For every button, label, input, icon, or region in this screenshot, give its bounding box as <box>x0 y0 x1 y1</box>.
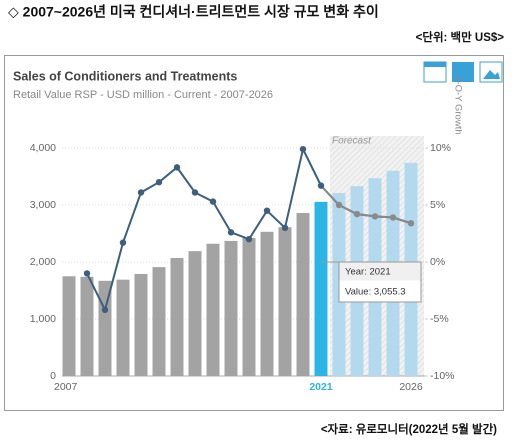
growth-point <box>137 189 145 196</box>
tooltip-value: Value: 3,055.3 <box>345 287 406 298</box>
growth-point <box>299 145 307 153</box>
growth-point <box>281 224 289 231</box>
growth-point <box>353 210 361 218</box>
bar <box>206 243 220 376</box>
table-icon-head <box>424 62 446 67</box>
image-icon-shape <box>483 70 500 79</box>
growth-point <box>227 229 235 236</box>
y2-axis-label: Y-O-Y Growth <box>452 76 463 135</box>
y-tick-label: 1,000 <box>30 313 56 325</box>
y-tick-label: 4,000 <box>30 142 56 154</box>
chart-title: Sales of Conditioners and Treatments <box>13 69 237 83</box>
growth-point <box>245 236 253 243</box>
bar <box>242 238 256 376</box>
x-tick-label: 2021 <box>309 381 333 393</box>
bar <box>260 231 274 376</box>
bar <box>116 279 130 376</box>
y-tick-label: 0 <box>50 370 56 382</box>
unit-label: <단위: 백만 US$> <box>416 30 505 44</box>
x-tick-label: 2026 <box>399 381 423 393</box>
growth-point <box>155 179 163 186</box>
growth-point <box>119 239 127 246</box>
bar <box>188 251 202 376</box>
bar <box>278 227 292 376</box>
y2-tick-label: 5% <box>430 199 445 211</box>
growth-point <box>209 198 217 205</box>
bar <box>134 273 148 376</box>
bar <box>80 276 94 376</box>
growth-point <box>389 214 397 221</box>
growth-point <box>101 306 109 314</box>
bar <box>170 258 184 376</box>
growth-point <box>173 164 181 171</box>
x-tick-label: 2007 <box>54 381 78 393</box>
source-note: <자료: 유로모니터(2022년 5월 발간) <box>321 422 497 436</box>
tooltip-year: Year: 2021 <box>345 267 391 278</box>
y2-tick-label: -10% <box>430 370 455 382</box>
growth-forecast-segment <box>338 204 358 216</box>
growth-point <box>317 182 325 189</box>
growth-point <box>407 220 415 227</box>
growth-point <box>263 207 271 214</box>
growth-point <box>191 189 199 196</box>
y-tick-label: 3,000 <box>30 199 56 211</box>
bar <box>224 240 238 376</box>
grid-icon[interactable] <box>452 62 474 82</box>
growth-point <box>83 270 91 277</box>
toolbar-icons[interactable] <box>423 61 503 83</box>
y2-tick-label: -5% <box>430 313 449 325</box>
bar <box>314 201 328 376</box>
bar <box>152 267 166 376</box>
forecast-label: Forecast <box>332 136 372 147</box>
y2-tick-label: 10% <box>430 142 451 154</box>
growth-point <box>371 213 379 220</box>
bar <box>296 212 310 376</box>
growth-point <box>335 201 343 209</box>
y2-tick-label: 0% <box>430 256 445 268</box>
bar <box>62 276 76 376</box>
y-tick-label: 2,000 <box>30 256 56 268</box>
page-title: ◇ 2007~2026년 미국 컨디셔너·트리트먼트 시장 규모 변화 추이 <box>8 4 379 20</box>
growth-forecast-segment <box>320 184 340 206</box>
tooltip-head <box>339 262 421 281</box>
chart-subtitle: Retail Value RSP - USD million - Current… <box>13 89 273 101</box>
